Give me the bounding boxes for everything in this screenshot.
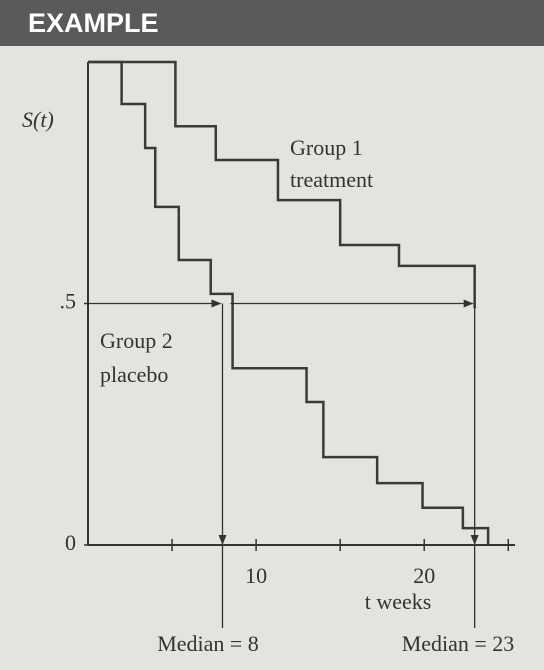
header-title: EXAMPLE — [28, 8, 159, 38]
series-label: Group 2 — [100, 328, 173, 353]
series-description: treatment — [290, 167, 373, 192]
x-tick-label: 20 — [413, 563, 435, 588]
x-tick-label: 10 — [245, 563, 267, 588]
y-tick-label: .5 — [60, 289, 77, 314]
median-label: Median = 8 — [157, 631, 259, 656]
median-label: Median = 23 — [402, 631, 515, 656]
series-description: placebo — [100, 362, 168, 387]
y-tick-label: 0 — [65, 530, 76, 555]
survival-curve — [88, 60, 490, 545]
y-axis-label: S(t) — [22, 107, 54, 132]
header-bar — [0, 0, 544, 46]
series-label: Group 1 — [290, 135, 363, 160]
x-axis-label: t weeks — [365, 589, 432, 614]
survival-curve — [88, 60, 476, 309]
